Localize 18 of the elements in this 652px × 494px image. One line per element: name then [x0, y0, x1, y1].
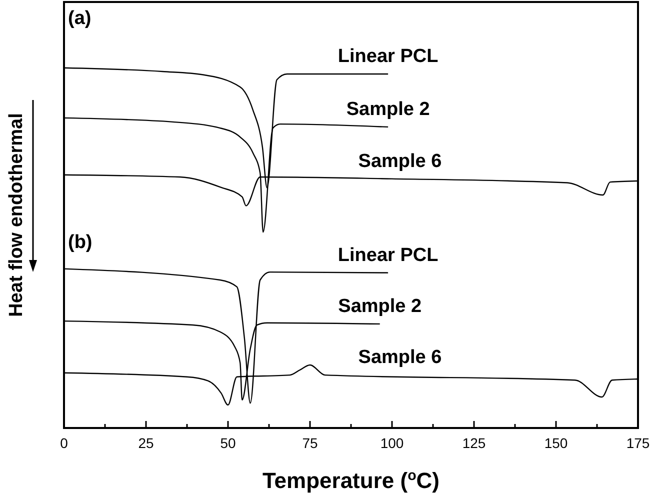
x-tick-label: 175 — [626, 435, 650, 451]
text: (a) — [68, 8, 92, 29]
x-tick-label: 50 — [220, 435, 236, 451]
annotation: (b) — [68, 232, 92, 253]
series-label: Linear PCL — [338, 46, 439, 68]
x-axis-title: Temperature ($^{o}$C) — [262, 468, 440, 493]
series-label: Sample 2 — [338, 296, 422, 317]
x-tick-label: 75 — [302, 435, 318, 451]
x-tick-label: 100 — [380, 435, 404, 451]
x-tick-label: 150 — [544, 435, 568, 451]
x-tick-label: 0 — [60, 435, 68, 451]
y-axis-title: Heat flow endothermal — [6, 113, 27, 317]
series-label: Sample 2 — [346, 98, 430, 120]
series-label: Linear PCL — [338, 244, 439, 266]
x-tick-label: 25 — [138, 435, 154, 451]
series-label: Sample 6 — [358, 347, 442, 368]
series-label: Sample 6 — [358, 150, 442, 172]
x-tick-label: 125 — [462, 435, 486, 451]
